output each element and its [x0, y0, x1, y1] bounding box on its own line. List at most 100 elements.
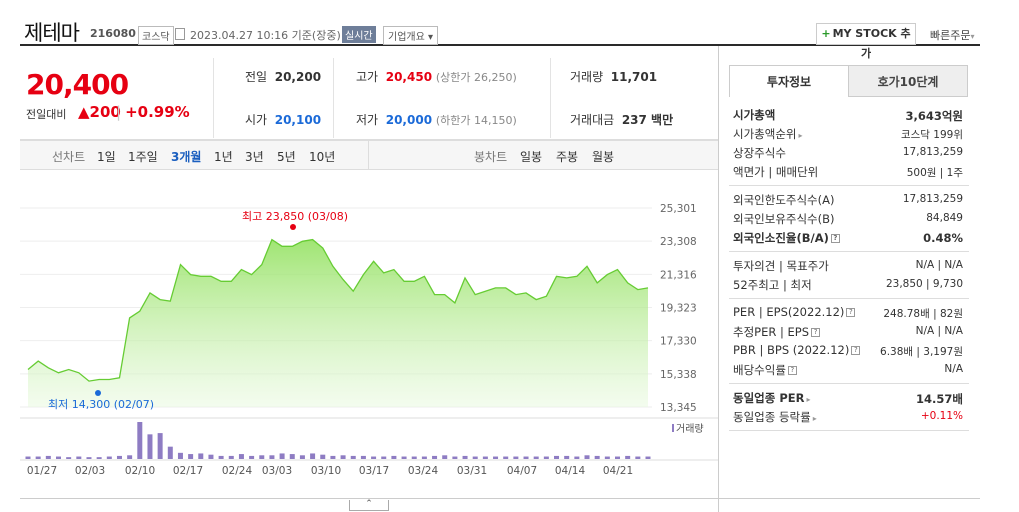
- info-row[interactable]: 외국인소진율(B/A)? 0.48%: [729, 228, 969, 247]
- amount-label: 거래대금: [570, 113, 615, 127]
- tab-5y[interactable]: 5년: [277, 150, 296, 164]
- chevron-right-icon[interactable]: ▸: [812, 414, 817, 423]
- prev-close-value: 20,200: [274, 70, 322, 84]
- volume-bar: [584, 455, 590, 459]
- market-badge: 코스닥: [138, 26, 174, 45]
- tab-3m[interactable]: 3개월: [171, 150, 202, 164]
- y-tick-label: 17,330: [660, 336, 697, 348]
- x-tick-label: 02/17: [173, 465, 203, 477]
- chart-period-bar: 선차트 1일 1주일 3개월 1년 3년 5년 10년 봉차트 일봉 주봉 월봉: [20, 140, 718, 170]
- y-tick-label: 13,345: [660, 402, 697, 414]
- low-value: 20,000: [385, 113, 433, 127]
- x-tick-label: 02/10: [125, 465, 155, 477]
- volume-bar: [503, 456, 509, 459]
- info-row: 외국인한도주식수(A) 17,813,259: [729, 190, 969, 209]
- lower-limit: (하한가 14,150): [435, 114, 517, 127]
- volume-legend-swatch: [672, 424, 674, 432]
- volume-bar: [279, 453, 285, 459]
- tab-10y[interactable]: 10년: [309, 150, 336, 164]
- candle-chart-label: 봉차트: [474, 150, 508, 164]
- info-row: 외국인보유주식수(B) 84,849: [729, 209, 969, 228]
- volume-bar: [188, 454, 194, 459]
- info-group: 투자의견 | 목표주가 N/A | N/A 52주최고 | 최저 23,850 | 9…: [729, 252, 969, 299]
- price-summary: 20,400 전일대비 ▲200 | +0.99% 전일 20,200 시가 20…: [20, 58, 718, 140]
- volume-bar: [594, 455, 600, 459]
- volume-bar: [513, 456, 519, 459]
- chevron-right-icon[interactable]: ▸: [798, 131, 803, 140]
- document-icon[interactable]: [175, 28, 185, 40]
- x-tick-label: 03/10: [311, 465, 341, 477]
- line-chart-label: 선차트: [52, 150, 86, 164]
- mystock-add-button[interactable]: + MY STOCK 추가: [816, 23, 916, 60]
- info-key: PER | EPS(2022.12)?: [733, 305, 856, 319]
- price-change-value: 200: [89, 103, 121, 121]
- x-tick-label: 03/03: [262, 465, 292, 477]
- price-chart[interactable]: 25,301 23,308 21,316 19,323 17,330 15,338 13,3…: [20, 170, 718, 500]
- info-row[interactable]: 추정PER | EPS? N/A | N/A: [729, 322, 969, 341]
- tab-daily[interactable]: 일봉: [520, 150, 543, 164]
- info-row: 시가총액 3,643억원: [729, 105, 969, 124]
- change-label: 전일대비: [26, 108, 67, 121]
- help-icon[interactable]: ?: [787, 366, 797, 375]
- volume-bar: [269, 455, 275, 459]
- info-value: 0.48%: [923, 231, 963, 245]
- y-tick-label: 19,323: [660, 303, 697, 315]
- chevron-right-icon[interactable]: ▸: [806, 395, 811, 404]
- volume-label: 거래량: [570, 70, 604, 84]
- tab-orderbook-10[interactable]: 호가10단계: [848, 65, 968, 97]
- x-tick-label: 03/24: [408, 465, 439, 477]
- tab-1w[interactable]: 1주일: [128, 150, 158, 164]
- tab-3y[interactable]: 3년: [245, 150, 264, 164]
- volume-bar: [523, 456, 529, 459]
- info-key: 외국인보유주식수(B): [733, 212, 835, 226]
- tab-weekly[interactable]: 주봉: [556, 150, 579, 164]
- prev-close-label: 전일: [245, 70, 268, 84]
- info-key: 시가총액: [733, 108, 776, 122]
- volume-bar: [45, 455, 51, 459]
- quick-order-menu[interactable]: 빠른주문▾: [930, 27, 975, 43]
- info-key: 투자의견 | 목표주가: [733, 259, 829, 273]
- info-row[interactable]: 동일업종 등락률 ▸ +0.11%: [729, 407, 969, 426]
- upper-limit: (상한가 26,250): [435, 71, 517, 84]
- collapse-button[interactable]: ⌃: [349, 500, 389, 511]
- info-key: 추정PER | EPS?: [733, 324, 821, 340]
- volume-bar: [55, 456, 61, 459]
- volume-bar: [198, 453, 204, 459]
- tab-1d[interactable]: 1일: [97, 150, 116, 164]
- volume-bar: [76, 456, 82, 459]
- help-icon[interactable]: ?: [851, 346, 861, 355]
- tab-1y[interactable]: 1년: [214, 150, 233, 164]
- volume-value: 11,701: [610, 70, 658, 84]
- info-row[interactable]: 동일업종 PER ▸ 14.57배: [729, 388, 969, 407]
- volume-bar: [391, 455, 397, 459]
- info-row[interactable]: 배당수익률? N/A: [729, 360, 969, 379]
- info-row[interactable]: PER | EPS(2022.12)? 248.78배 | 82원: [729, 303, 969, 322]
- volume-bar: [218, 455, 224, 459]
- company-overview-dropdown[interactable]: 기업개요 ▾: [383, 26, 439, 45]
- volume-bar: [238, 454, 244, 459]
- volume-bar: [401, 456, 407, 459]
- help-icon[interactable]: ?: [811, 328, 821, 337]
- volume-bar: [604, 456, 610, 459]
- info-value: N/A | N/A: [915, 325, 963, 337]
- tab-investment-info[interactable]: 투자정보: [729, 65, 849, 97]
- y-tick-label: 21,316: [660, 269, 697, 281]
- info-row[interactable]: PBR | BPS (2022.12)? 6.38배 | 3,197원: [729, 341, 969, 360]
- open-label: 시가: [245, 113, 268, 127]
- info-key: 외국인소진율(B/A)?: [733, 230, 840, 246]
- info-value: 코스닥 199위: [900, 129, 963, 141]
- info-row[interactable]: 시가총액순위 ▸ 코스닥 199위: [729, 124, 969, 143]
- high-label: 고가: [356, 70, 379, 84]
- trade-amount: 거래대금 237 백만: [570, 111, 673, 128]
- info-row: 투자의견 | 목표주가 N/A | N/A: [729, 256, 969, 275]
- help-icon[interactable]: ?: [846, 308, 856, 317]
- price-change: ▲200: [78, 103, 121, 121]
- open-value: 20,100: [274, 113, 322, 127]
- info-value: 3,643억원: [905, 109, 963, 123]
- info-key: 배당수익률?: [733, 362, 797, 378]
- realtime-badge[interactable]: 실시간: [342, 26, 376, 43]
- tab-monthly[interactable]: 월봉: [592, 150, 615, 164]
- info-value: N/A: [944, 363, 963, 375]
- help-icon[interactable]: ?: [830, 234, 840, 243]
- x-tick-label: 04/21: [603, 465, 633, 477]
